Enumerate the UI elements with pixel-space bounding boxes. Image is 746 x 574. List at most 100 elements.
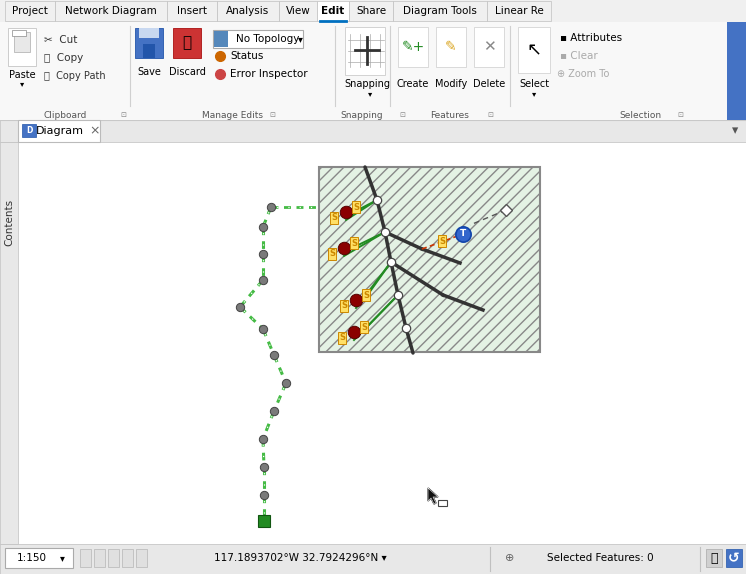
Polygon shape (428, 488, 438, 504)
Bar (80, 549, 91, 567)
Text: S: S (331, 214, 337, 223)
Bar (438, 500, 447, 506)
Bar (22, 124, 36, 137)
Text: View: View (286, 6, 310, 17)
Text: Analysis: Analysis (226, 6, 269, 17)
Text: S: S (329, 250, 335, 258)
Text: ↖: ↖ (527, 41, 542, 59)
Bar (136, 549, 147, 567)
Text: ▪ Attributes: ▪ Attributes (560, 33, 622, 43)
Text: S: S (353, 203, 359, 211)
Text: ▾: ▾ (20, 80, 24, 88)
Bar (214, 31, 228, 47)
Text: Clipboard: Clipboard (43, 111, 87, 119)
Bar (5, 548, 73, 568)
Text: ✕: ✕ (483, 40, 495, 55)
Text: Delete: Delete (473, 79, 505, 89)
Bar (436, 27, 466, 67)
Text: Diagram: Diagram (36, 126, 84, 136)
Text: Selection: Selection (619, 111, 661, 119)
Text: Discard: Discard (169, 67, 205, 77)
Text: Selected Features: 0: Selected Features: 0 (547, 553, 653, 563)
Text: ⊕ Zoom To: ⊕ Zoom To (557, 69, 609, 79)
Bar (345, 27, 385, 75)
Text: S: S (439, 236, 445, 246)
Text: 🗑: 🗑 (183, 36, 192, 51)
Text: T: T (460, 230, 466, 239)
Bar (279, 1, 317, 21)
Text: S: S (351, 239, 357, 247)
Text: ▾: ▾ (60, 553, 64, 563)
Text: S: S (363, 290, 369, 300)
Text: ✎: ✎ (445, 40, 457, 54)
Text: ✎+: ✎+ (401, 40, 424, 54)
Bar (319, 167, 540, 352)
Bar (398, 27, 428, 67)
Bar (55, 1, 167, 21)
Bar (173, 28, 201, 58)
Text: Paste: Paste (9, 70, 35, 80)
Bar (5, 1, 55, 21)
Bar (0, 120, 746, 142)
Text: ▾: ▾ (532, 90, 536, 99)
Bar (12, 30, 26, 36)
Bar (18, 142, 746, 544)
Bar (474, 27, 504, 67)
Text: Error Inspector: Error Inspector (230, 69, 307, 79)
Bar (108, 549, 119, 567)
Bar (706, 549, 722, 567)
Text: Project: Project (12, 6, 48, 17)
Text: ⊡: ⊡ (487, 112, 493, 118)
Text: Insert: Insert (177, 6, 207, 17)
Bar (217, 1, 279, 21)
Text: ×: × (90, 125, 100, 138)
Text: ▾: ▾ (298, 34, 302, 44)
Text: ▪ Clear: ▪ Clear (560, 51, 598, 61)
Text: ⊡: ⊡ (120, 112, 126, 118)
Text: Network Diagram: Network Diagram (65, 6, 157, 17)
Bar (0, 142, 18, 544)
Bar (135, 28, 163, 58)
Text: Create: Create (397, 79, 429, 89)
Text: Select: Select (519, 79, 549, 89)
Text: ▾: ▾ (732, 125, 738, 138)
Text: Linear Re: Linear Re (495, 6, 543, 17)
Text: ✂  Cut: ✂ Cut (44, 35, 78, 45)
Bar (94, 549, 105, 567)
Bar (317, 1, 349, 21)
Bar (213, 30, 303, 48)
Bar (139, 28, 159, 38)
Text: ⎘  Copy: ⎘ Copy (44, 53, 84, 63)
Text: Features: Features (430, 111, 469, 119)
Text: 1:150: 1:150 (17, 553, 47, 563)
Bar (0, 544, 746, 574)
Bar (143, 44, 155, 58)
Text: Contents: Contents (4, 199, 14, 246)
Bar (167, 1, 217, 21)
Text: Share: Share (356, 6, 386, 17)
Bar (0, 0, 746, 120)
Text: ⊡: ⊡ (399, 112, 405, 118)
Text: Edit: Edit (322, 6, 345, 17)
Bar (122, 549, 133, 567)
Text: D: D (26, 126, 32, 135)
Text: Save: Save (137, 67, 161, 77)
Text: Snapping: Snapping (344, 79, 390, 89)
Text: Diagram Tools: Diagram Tools (403, 6, 477, 17)
Text: Modify: Modify (435, 79, 467, 89)
Text: ⏸: ⏸ (710, 552, 718, 564)
Text: ↺: ↺ (728, 551, 740, 565)
Bar (349, 1, 393, 21)
Bar (487, 1, 551, 21)
Text: Status: Status (230, 51, 263, 61)
Text: ▾: ▾ (368, 90, 372, 99)
Text: S: S (361, 323, 367, 332)
Text: ⊡: ⊡ (677, 112, 683, 118)
Bar (14, 32, 30, 52)
Bar (8, 28, 36, 66)
Bar (393, 1, 487, 21)
Text: 117.1893702°W 32.7924296°N ▾: 117.1893702°W 32.7924296°N ▾ (213, 553, 386, 563)
Text: ⎗  Copy Path: ⎗ Copy Path (44, 71, 106, 81)
Text: ⊕: ⊕ (505, 553, 515, 563)
Text: Manage Edits: Manage Edits (201, 111, 263, 119)
